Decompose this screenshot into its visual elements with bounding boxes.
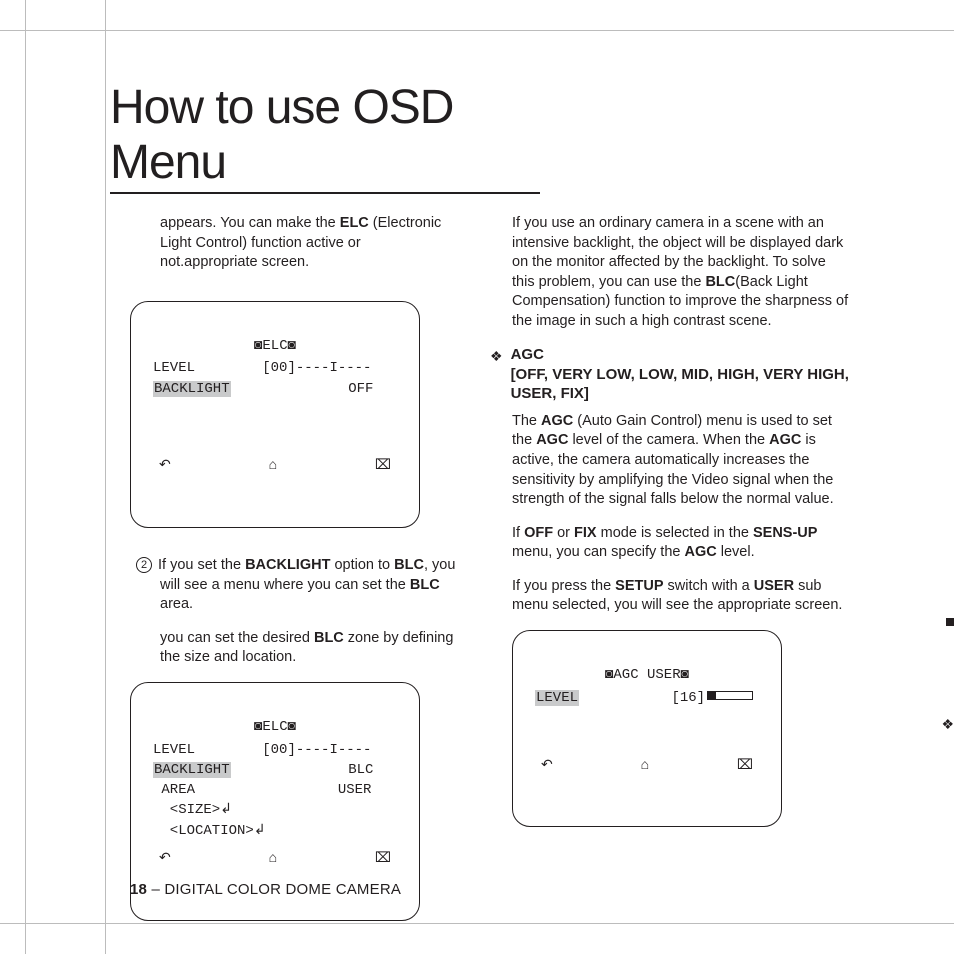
osd-title: ◙ELC◙ xyxy=(153,336,397,356)
back-icon: ↶ xyxy=(541,754,553,774)
cropmark-left-1 xyxy=(25,0,26,954)
osd-title: ◙AGC USER◙ xyxy=(535,665,759,685)
elc-intro-paragraph: appears. You can make the ELC (Electroni… xyxy=(160,214,460,273)
cropmark-top xyxy=(0,30,954,31)
diamond-bullet-icon: ❖ xyxy=(490,345,503,404)
page-content: How to use OSD Menu appears. You can mak… xyxy=(110,80,954,949)
osd-nav-icons: ↶ ⌂ ⌧ xyxy=(535,748,759,774)
agc-heading-row: ❖ AGC [OFF, VERY LOW, LOW, MID, HIGH, VE… xyxy=(490,345,850,404)
close-icon: ⌧ xyxy=(737,754,753,774)
osd-nav-icons: ↶ ⌂ ⌧ xyxy=(153,841,397,867)
agc-options: [OFF, VERY LOW, LOW, MID, HIGH, VERY HIG… xyxy=(511,365,850,404)
page-number: 18 xyxy=(130,881,147,898)
page-footer: 18 – DIGITAL COLOR DOME CAMERA xyxy=(130,881,401,898)
right-column: If you use an ordinary camera in a scene… xyxy=(490,214,850,949)
home-icon: ⌂ xyxy=(269,847,277,867)
level-slider-icon xyxy=(707,691,753,700)
home-icon: ⌂ xyxy=(269,454,277,474)
back-icon: ↶ xyxy=(159,454,171,474)
agc-paragraph-3: If you press the SETUP switch with a USE… xyxy=(490,577,850,616)
step-2-paragraph: 2If you set the BACKLIGHT option to BLC,… xyxy=(160,556,460,615)
close-icon: ⌧ xyxy=(375,847,391,867)
left-column: appears. You can make the ELC (Electroni… xyxy=(110,214,460,949)
blc-explain-paragraph: If you use an ordinary camera in a scene… xyxy=(490,214,850,331)
page-title: How to use OSD Menu xyxy=(110,80,540,194)
close-icon: ⌧ xyxy=(375,454,391,474)
agc-heading: AGC xyxy=(511,345,850,365)
footer-model: DIGITAL COLOR DOME CAMERA xyxy=(164,881,401,898)
osd-screen-elc-off: ◙ELC◙LEVEL [00]----I---- BACKLIGHT OFF ↶… xyxy=(130,301,420,528)
step-number-2: 2 xyxy=(136,557,152,573)
cropmark-left-2 xyxy=(105,0,106,954)
agc-paragraph-2: If OFF or FIX mode is selected in the SE… xyxy=(490,524,850,563)
back-icon: ↶ xyxy=(159,847,171,867)
agc-paragraph-1: The AGC (Auto Gain Control) menu is used… xyxy=(490,412,850,510)
osd-nav-icons: ↶ ⌂ ⌧ xyxy=(153,448,397,474)
blc-zone-paragraph: you can set the desired BLC zone by defi… xyxy=(160,629,460,668)
osd-screen-agc-user: ◙AGC USER◙LEVEL [16] ↶ ⌂ ⌧ xyxy=(512,630,782,827)
osd-title: ◙ELC◙ xyxy=(153,717,397,737)
home-icon: ⌂ xyxy=(641,754,649,774)
